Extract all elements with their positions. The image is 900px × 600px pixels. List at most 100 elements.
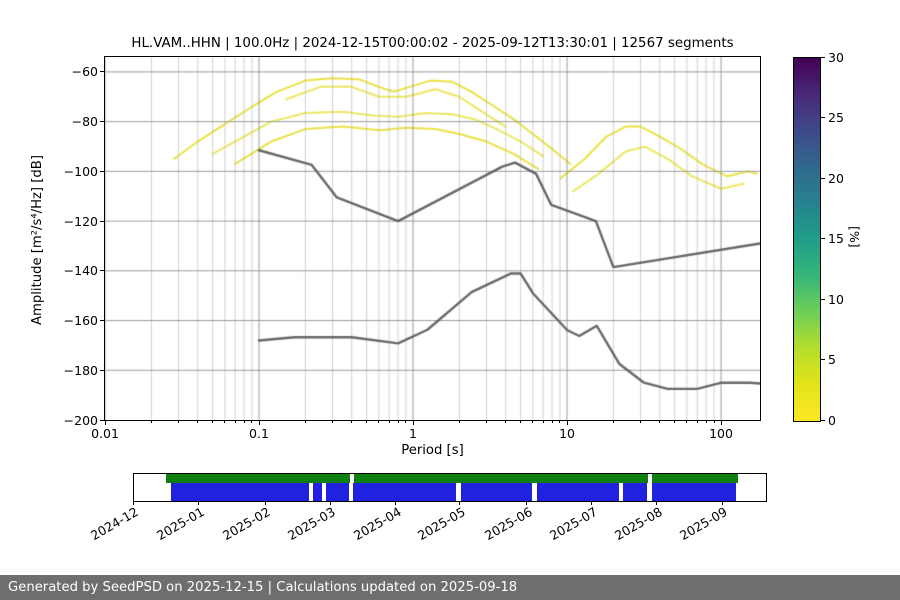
x-minor-tick-mark [388,421,390,423]
colorbar-tick-label: 0 [828,412,836,428]
plot-title: HL.VAM..HHN | 100.0Hz | 2024-12-15T00:00… [131,36,734,51]
x-minor-tick-mark [243,421,245,423]
colorbar-gradient [793,57,821,422]
timeline-tick-mark [264,501,266,505]
y-tick-label: −180 [63,362,98,378]
colorbar-tick-mark [821,238,825,239]
timeline-tick-mark [395,501,397,505]
timeline-month-label: 2025-04 [350,504,404,544]
x-minor-tick-mark [397,421,399,423]
timeline-month-label: 2025-09 [676,504,730,544]
x-tick-mark [720,421,722,425]
x-minor-tick-mark [696,421,698,423]
x-minor-tick-mark [486,421,487,423]
x-minor-tick-mark [640,421,642,423]
colorbar-tick-label: 15 [828,231,844,246]
x-minor-tick-mark [458,421,460,423]
x-tick-mark [412,421,414,425]
timeline-blue-segment [460,483,533,501]
x-minor-tick-mark [713,421,715,423]
timeline-month-label: 2025-05 [414,504,468,544]
timeline-month-label: 2025-08 [611,504,665,544]
y-tick-label: −60 [71,64,98,80]
timeline-blue-segment [326,483,349,501]
y-tick-label: −100 [63,163,98,179]
colorbar-tick-mark [821,117,825,118]
x-tick-label: 1 [409,426,417,441]
y-tick-mark [100,71,104,73]
x-minor-tick-mark [532,421,534,423]
timeline-tick-mark [526,501,528,505]
x-minor-tick-mark [251,421,253,423]
x-tick-mark [258,421,260,425]
timeline-month-label: 2025-01 [153,504,207,544]
x-minor-tick-mark [659,421,661,423]
colorbar-tick-mark [821,56,825,58]
timeline-blue-segment [353,483,457,501]
y-tick-mark [100,419,104,421]
x-minor-tick-mark [378,421,380,423]
x-minor-tick-mark [212,421,214,423]
colorbar-tick-label: 10 [828,291,844,307]
x-minor-tick-mark [366,421,368,423]
x-axis-label: Period [s] [401,443,464,458]
x-minor-tick-mark [177,421,179,423]
y-tick-mark [100,270,104,272]
ppsd-heatmap-canvas [104,56,761,421]
timeline-green-segment [651,474,739,483]
x-minor-tick-mark [559,421,561,423]
x-tick-label: 0.1 [249,426,269,441]
x-tick-label: 0.01 [91,426,119,441]
timeline-month-label: 2024-12 [87,504,141,544]
x-minor-tick-mark [542,421,544,423]
timeline-blue-segment [652,483,736,501]
timeline-month-label: 2025-03 [284,504,338,544]
timeline-blue-segment [170,483,310,501]
colorbar-tick-mark [821,298,825,300]
y-tick-mark [100,170,104,172]
timeline-blue-segment [536,483,619,501]
colorbar-tick-mark [821,177,825,179]
y-tick-label: −160 [63,313,98,329]
colorbar-tick-mark [821,419,825,421]
x-minor-tick-mark [405,421,407,423]
y-tick-mark [100,320,104,322]
x-minor-tick-mark [705,421,707,423]
timeline-month-label: 2025-06 [481,504,535,544]
timeline-blue-segment [623,483,648,501]
y-tick-label: −80 [71,114,98,130]
x-minor-tick-mark [686,421,688,423]
y-tick-label: −200 [63,412,98,428]
colorbar-tick-label: 30 [828,49,844,65]
x-minor-tick-mark [234,421,236,423]
timeline-tick-mark [721,501,723,505]
y-tick-label: −140 [63,263,98,279]
x-tick-mark [566,421,568,425]
y-tick-mark [100,220,104,222]
y-tick-label: −120 [63,213,98,229]
x-minor-tick-mark [505,421,507,423]
footer-bar: Generated by SeedPSD on 2025-12-15 | Cal… [0,575,900,600]
x-minor-tick-mark [612,421,614,423]
timeline-tick-mark [656,501,658,505]
x-minor-tick-mark [331,421,333,423]
timeline-coverage-bar [133,473,767,502]
x-minor-tick-mark [520,421,522,423]
colorbar-tick-label: 5 [828,352,836,367]
footer-text: Generated by SeedPSD on 2025-12-15 | Cal… [8,580,518,595]
timeline-green-segment [353,474,648,483]
x-tick-label: 10 [559,426,575,441]
timeline-tick-mark [591,501,593,505]
timeline-tick-mark [459,501,461,505]
x-minor-tick-mark [197,421,199,423]
timeline-month-label: 2025-02 [219,504,273,544]
x-minor-tick-mark [304,421,306,423]
timeline-blue-segment [313,483,323,501]
timeline-tick-mark [329,501,331,505]
timeline-tick-mark [198,501,200,505]
x-minor-tick-mark [551,421,553,423]
timeline-green-segment [165,474,350,483]
y-tick-mark [100,369,104,371]
x-minor-tick-mark [224,421,226,423]
